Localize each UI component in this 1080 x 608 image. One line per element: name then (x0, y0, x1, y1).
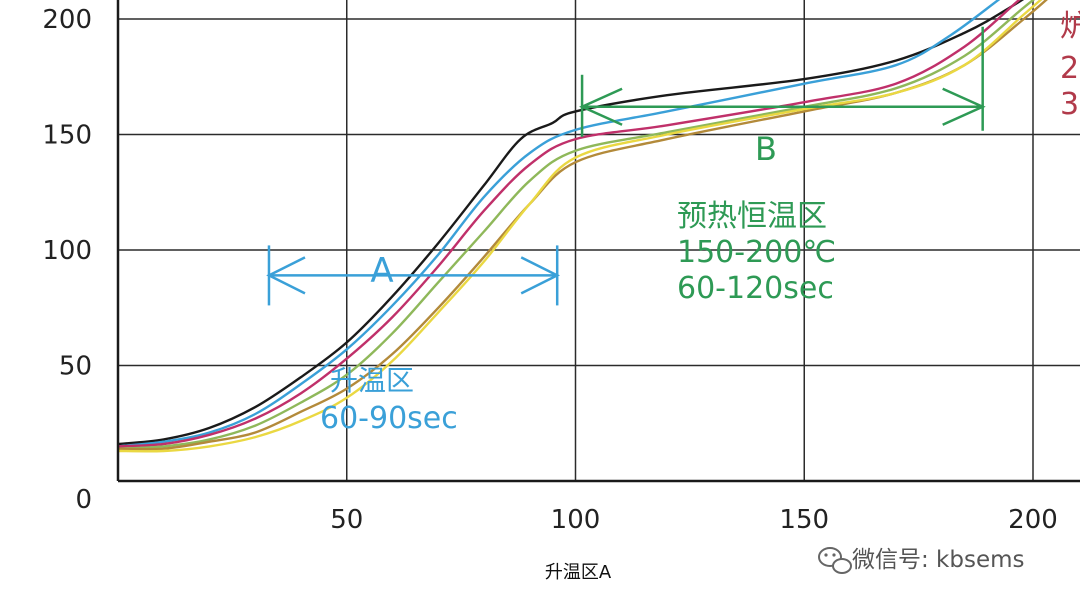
x-tick-label: 200 (1008, 505, 1058, 535)
wechat-icon (818, 547, 852, 574)
series-line-1 (118, 0, 1025, 446)
y-tick-label: 150 (42, 121, 92, 151)
right-label-1: 炉 (1060, 9, 1080, 44)
series-line-2 (118, 0, 1001, 448)
x-tick-label: 150 (779, 505, 829, 535)
label-b-title: 预热恒温区 (677, 199, 827, 234)
series-line-4 (118, 0, 1036, 450)
series-line-3 (118, 0, 1021, 448)
series-lines (118, 0, 1048, 453)
y-tick-label: 200 (42, 5, 92, 35)
arrow-b-left-head (579, 87, 623, 126)
wechat-id: 微信号: kbsems (852, 547, 1025, 573)
arrow-a-right-head (520, 256, 560, 295)
label-b-temp: 150-200℃ (677, 235, 836, 270)
right-label-3: 3 (1060, 87, 1079, 122)
y-tick-label: 0 (75, 485, 92, 515)
arrow-a-left-head (266, 256, 306, 295)
label-a-time: 60-90sec (320, 401, 458, 436)
label-b-time: 60-120sec (677, 271, 834, 306)
right-label-2: 2 (1060, 51, 1079, 86)
y-tick-label: 50 (59, 352, 92, 382)
wechat-logo: 微信号: kbsems (818, 547, 1025, 574)
axes: 50 100 150 200 0 50 100 150 200 (42, 0, 1080, 535)
label-b: B (755, 130, 777, 168)
label-a: A (370, 251, 393, 291)
series-line-6 (118, 0, 1043, 453)
y-tick-label: 100 (42, 236, 92, 266)
label-a-title: 升温区 (330, 364, 414, 397)
x-tick-label: 50 (330, 505, 363, 535)
series-line-5 (118, 0, 1048, 451)
arrow-b-right-head (942, 87, 986, 126)
x-tick-label: 100 (551, 505, 601, 535)
chart-caption: 升温区A (545, 562, 612, 583)
